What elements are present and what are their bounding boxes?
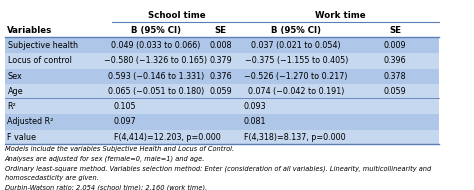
Text: B (95% CI): B (95% CI) xyxy=(271,26,321,35)
Text: 0.059: 0.059 xyxy=(383,87,406,96)
Text: 0.593 (−0.146 to 1.331): 0.593 (−0.146 to 1.331) xyxy=(108,72,204,81)
Bar xyxy=(5,99,439,114)
Text: 0.059: 0.059 xyxy=(210,87,232,96)
Text: 0.009: 0.009 xyxy=(383,41,406,50)
Bar xyxy=(5,7,439,23)
Text: School time: School time xyxy=(148,11,205,20)
Text: 0.105: 0.105 xyxy=(114,102,137,111)
Text: Adjusted R²: Adjusted R² xyxy=(7,117,54,127)
Text: Work time: Work time xyxy=(315,11,365,20)
Text: 0.378: 0.378 xyxy=(383,72,406,81)
Text: 0.097: 0.097 xyxy=(114,117,137,127)
Text: 0.379: 0.379 xyxy=(210,56,232,65)
Text: 0.065 (−0.051 to 0.180): 0.065 (−0.051 to 0.180) xyxy=(108,87,204,96)
Text: Analyses are adjusted for sex (female=0, male=1) and age.: Analyses are adjusted for sex (female=0,… xyxy=(5,155,205,162)
Bar xyxy=(5,38,439,53)
Text: Durbin-Watson ratio: 2.054 (school time); 2.160 (work time).: Durbin-Watson ratio: 2.054 (school time)… xyxy=(5,184,207,190)
Text: 0.074 (−0.042 to 0.191): 0.074 (−0.042 to 0.191) xyxy=(248,87,345,96)
Bar xyxy=(5,114,439,130)
Text: B (95% CI): B (95% CI) xyxy=(131,26,181,35)
Text: homoscedasticity are given.: homoscedasticity are given. xyxy=(5,175,99,181)
Text: Models include the variables Subjective Health and Locus of Control.: Models include the variables Subjective … xyxy=(5,146,234,152)
Text: SE: SE xyxy=(215,26,227,35)
Text: −0.526 (−1.270 to 0.217): −0.526 (−1.270 to 0.217) xyxy=(245,72,348,81)
Text: F value: F value xyxy=(7,133,36,142)
Bar xyxy=(5,23,439,38)
Bar xyxy=(5,53,439,69)
Text: Subjective health: Subjective health xyxy=(8,41,78,50)
Text: Variables: Variables xyxy=(7,26,52,35)
Text: Ordinary least-square method. Variables selection method: Enter (consideration o: Ordinary least-square method. Variables … xyxy=(5,165,431,172)
Text: SE: SE xyxy=(389,26,401,35)
Text: 0.081: 0.081 xyxy=(244,117,266,127)
Bar xyxy=(5,69,439,84)
Text: R²: R² xyxy=(7,102,16,111)
Text: −0.580 (−1.326 to 0.165): −0.580 (−1.326 to 0.165) xyxy=(104,56,207,65)
Text: 0.093: 0.093 xyxy=(244,102,266,111)
Text: F(4,414)=12.203, p=0.000: F(4,414)=12.203, p=0.000 xyxy=(114,133,221,142)
Text: F(4,318)=8.137, p=0.000: F(4,318)=8.137, p=0.000 xyxy=(244,133,346,142)
Text: Locus of control: Locus of control xyxy=(8,56,72,65)
Text: 0.037 (0.021 to 0.054): 0.037 (0.021 to 0.054) xyxy=(251,41,341,50)
Text: 0.376: 0.376 xyxy=(210,72,232,81)
Text: 0.049 (0.033 to 0.066): 0.049 (0.033 to 0.066) xyxy=(111,41,201,50)
Bar xyxy=(5,130,439,145)
Text: Sex: Sex xyxy=(8,72,23,81)
Text: −0.375 (−1.155 to 0.405): −0.375 (−1.155 to 0.405) xyxy=(245,56,348,65)
Text: 0.008: 0.008 xyxy=(210,41,232,50)
Text: Age: Age xyxy=(8,87,24,96)
Bar xyxy=(5,84,439,99)
Text: 0.396: 0.396 xyxy=(383,56,406,65)
